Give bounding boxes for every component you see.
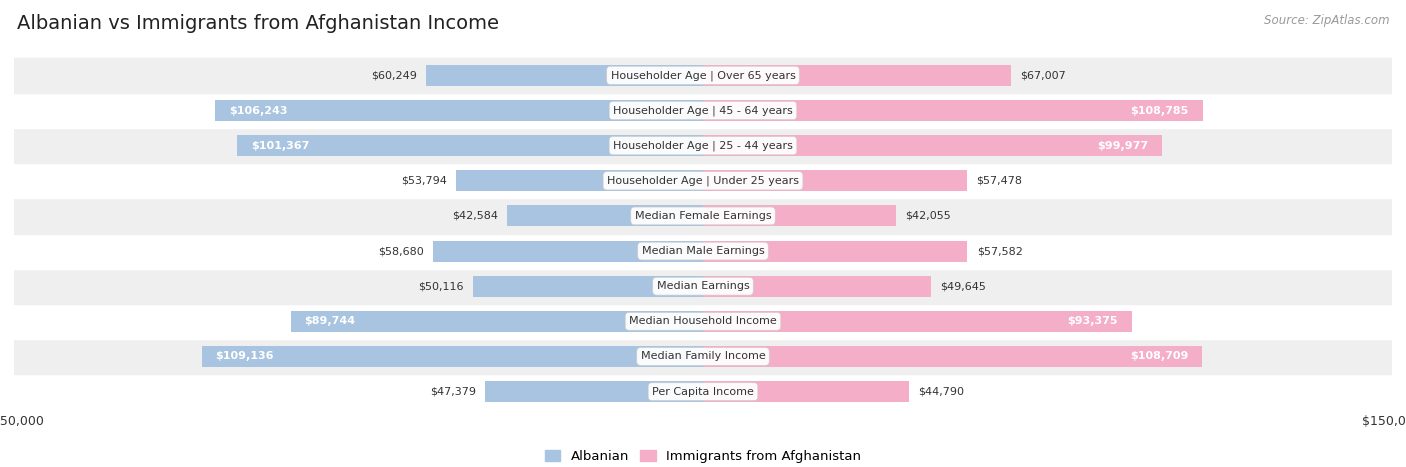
Text: $108,785: $108,785	[1130, 106, 1189, 115]
Text: $57,582: $57,582	[977, 246, 1022, 256]
Text: $60,249: $60,249	[371, 71, 418, 80]
Bar	[456, 170, 703, 191]
Bar	[703, 276, 931, 297]
Text: Per Capita Income: Per Capita Income	[652, 387, 754, 396]
Bar	[14, 234, 1392, 269]
Bar	[14, 339, 1392, 374]
Bar	[703, 135, 1163, 156]
Bar	[703, 170, 967, 191]
Bar	[14, 58, 1392, 93]
Text: $44,790: $44,790	[918, 387, 965, 396]
Bar	[508, 205, 703, 226]
Text: $101,367: $101,367	[252, 141, 309, 151]
Text: Householder Age | Over 65 years: Householder Age | Over 65 years	[610, 70, 796, 81]
Text: $50,116: $50,116	[418, 281, 464, 291]
Text: $57,478: $57,478	[976, 176, 1022, 186]
Text: $106,243: $106,243	[229, 106, 287, 115]
Text: Median Male Earnings: Median Male Earnings	[641, 246, 765, 256]
Bar	[215, 100, 703, 121]
Bar	[703, 311, 1132, 332]
Bar	[14, 269, 1392, 304]
Text: $58,680: $58,680	[378, 246, 425, 256]
Bar	[14, 198, 1392, 234]
Text: $42,584: $42,584	[453, 211, 498, 221]
Bar	[703, 100, 1202, 121]
Bar	[426, 65, 703, 86]
Bar	[433, 241, 703, 262]
Bar	[14, 93, 1392, 128]
Legend: Albanian, Immigrants from Afghanistan: Albanian, Immigrants from Afghanistan	[540, 444, 866, 467]
Bar	[14, 304, 1392, 339]
Bar	[238, 135, 703, 156]
Text: $89,744: $89,744	[305, 316, 356, 326]
Bar	[703, 346, 1202, 367]
Text: $109,136: $109,136	[215, 352, 274, 361]
Text: Householder Age | 25 - 44 years: Householder Age | 25 - 44 years	[613, 141, 793, 151]
Text: $49,645: $49,645	[941, 281, 986, 291]
Text: $93,375: $93,375	[1067, 316, 1118, 326]
Text: Median Earnings: Median Earnings	[657, 281, 749, 291]
Bar	[14, 163, 1392, 198]
Bar	[703, 241, 967, 262]
Text: Householder Age | Under 25 years: Householder Age | Under 25 years	[607, 176, 799, 186]
Bar	[485, 381, 703, 402]
Bar	[201, 346, 703, 367]
Text: $67,007: $67,007	[1019, 71, 1066, 80]
Text: $47,379: $47,379	[430, 387, 477, 396]
Text: $99,977: $99,977	[1097, 141, 1149, 151]
Text: Householder Age | 45 - 64 years: Householder Age | 45 - 64 years	[613, 105, 793, 116]
Bar	[703, 205, 896, 226]
Text: Median Family Income: Median Family Income	[641, 352, 765, 361]
Bar	[703, 65, 1011, 86]
Bar	[472, 276, 703, 297]
Text: $108,709: $108,709	[1130, 352, 1188, 361]
Text: Source: ZipAtlas.com: Source: ZipAtlas.com	[1264, 14, 1389, 27]
Bar	[703, 381, 908, 402]
Text: Median Household Income: Median Household Income	[628, 316, 778, 326]
Text: $53,794: $53,794	[401, 176, 447, 186]
Bar	[291, 311, 703, 332]
Text: Albanian vs Immigrants from Afghanistan Income: Albanian vs Immigrants from Afghanistan …	[17, 14, 499, 33]
Bar	[14, 374, 1392, 409]
Text: Median Female Earnings: Median Female Earnings	[634, 211, 772, 221]
Text: $42,055: $42,055	[905, 211, 950, 221]
Bar	[14, 128, 1392, 163]
